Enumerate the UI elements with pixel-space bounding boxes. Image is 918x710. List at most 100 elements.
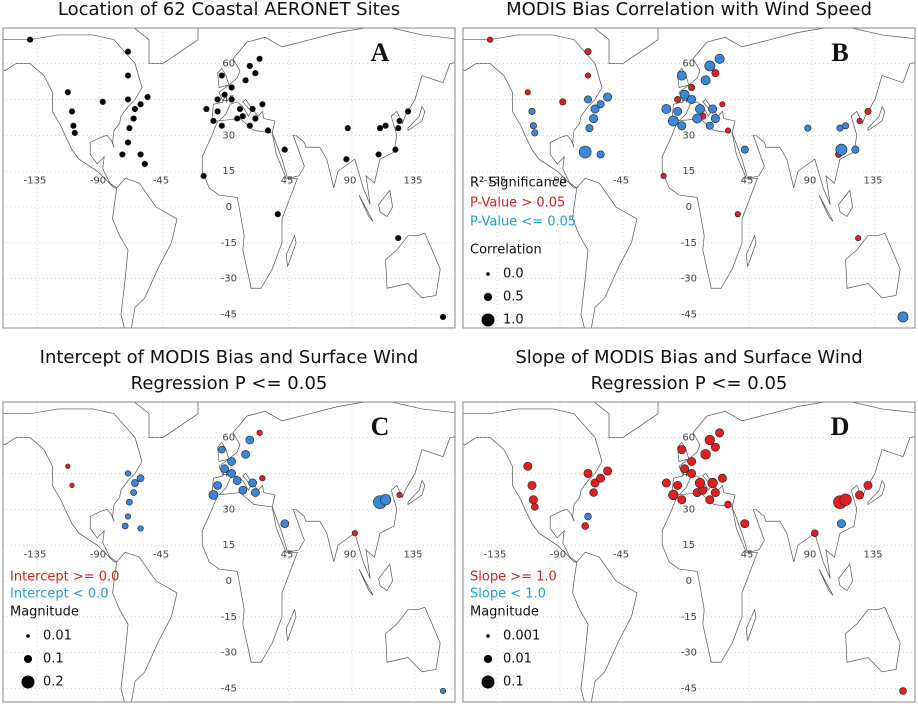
site-marker [864, 107, 872, 115]
site-marker [596, 150, 605, 159]
coastline [838, 189, 853, 218]
lon-tick-label: 135 [403, 176, 422, 187]
lon-tick-label: -45 [613, 550, 629, 561]
legend-heading: R² Significance [470, 176, 567, 191]
site-marker [523, 461, 533, 471]
site-marker [596, 473, 606, 483]
site-marker [126, 498, 133, 506]
coastline [845, 606, 901, 673]
site-marker [680, 464, 690, 474]
coastline [211, 28, 455, 205]
site-marker [241, 450, 250, 459]
site-marker [245, 435, 255, 445]
site-marker [382, 122, 389, 129]
coastline [378, 189, 393, 218]
coastline [211, 402, 455, 579]
lat-tick-label: 30 [222, 504, 235, 515]
site-marker [688, 83, 696, 92]
lat-tick-label: 60 [222, 433, 235, 444]
panel-title: MODIS Bias Correlation with Wind Speed [506, 0, 872, 20]
site-marker [200, 172, 207, 180]
lat-tick-label: -45 [221, 310, 237, 321]
lat-tick-label: 0 [686, 202, 692, 213]
coastline [133, 402, 199, 438]
lat-tick-label: 15 [222, 540, 235, 551]
site-marker [724, 127, 732, 134]
site-marker [130, 115, 137, 122]
site-marker [227, 457, 236, 466]
site-marker [897, 311, 909, 323]
site-marker [673, 480, 683, 490]
lon-tick-label: 45 [281, 176, 294, 187]
legend-size-marker [21, 675, 35, 689]
site-marker [228, 84, 235, 91]
map-panel: -135-90-454590135604530150-15-30-45A [2, 27, 456, 329]
lon-tick-label: 90 [344, 550, 357, 561]
site-marker [137, 101, 144, 108]
lat-tick-label: -45 [681, 684, 697, 695]
site-marker [584, 95, 592, 104]
site-marker [439, 687, 447, 695]
site-marker [121, 522, 129, 530]
site-marker [242, 77, 249, 84]
site-marker [660, 172, 667, 179]
site-marker [99, 98, 106, 105]
site-marker [131, 479, 139, 487]
coastline [818, 568, 834, 596]
lon-tick-label: -45 [153, 550, 169, 561]
site-marker [124, 513, 132, 520]
lon-tick-label: 45 [281, 550, 294, 561]
panel-border [462, 401, 916, 703]
lon-tick-label: 135 [863, 550, 882, 561]
site-marker [249, 105, 256, 113]
site-marker [65, 463, 71, 469]
panel-title: Slope of MODIS Bias and Surface Wind [515, 347, 862, 368]
coastline [845, 232, 901, 299]
site-marker [704, 60, 716, 72]
site-marker [252, 70, 259, 77]
site-marker [590, 104, 600, 114]
panel-title: Regression P <= 0.05 [591, 373, 788, 394]
site-marker [281, 146, 288, 153]
map: -135-90-454590135604530150-15-30-45 [3, 402, 455, 702]
lat-tick-label: 15 [682, 540, 695, 551]
site-marker [715, 428, 725, 438]
legend-entry: Slope < 1.0 [470, 587, 546, 602]
site-marker [137, 525, 144, 532]
site-marker [210, 117, 217, 125]
lat-tick-label: -45 [221, 684, 237, 695]
lat-tick-label: 60 [222, 59, 235, 70]
lat-tick-label: 30 [682, 504, 695, 515]
lat-tick-label: 0 [226, 576, 232, 587]
site-marker [256, 429, 263, 436]
site-marker [221, 91, 228, 98]
legend-entry: Intercept >= 0.0 [10, 570, 119, 585]
site-marker [246, 122, 253, 129]
site-marker [717, 473, 727, 483]
site-marker [585, 124, 594, 133]
site-marker [855, 490, 865, 500]
site-marker [396, 117, 403, 125]
legend-entry: Intercept < 0.0 [10, 587, 109, 602]
coastline [285, 234, 297, 267]
legend-size-label: 0.2 [43, 675, 64, 690]
site-marker [131, 105, 139, 113]
site-marker [375, 151, 382, 158]
coastline [385, 606, 441, 673]
coastline [133, 28, 199, 64]
lat-tick-label: -15 [221, 612, 237, 623]
site-marker [203, 105, 210, 113]
site-marker [71, 129, 78, 137]
legend-size-marker [481, 675, 495, 689]
site-marker [851, 145, 860, 154]
legend-size-title: Magnitude [470, 605, 539, 620]
lon-tick-label: -90 [90, 550, 106, 561]
lon-tick-label: -90 [550, 176, 566, 187]
site-marker [695, 104, 705, 114]
site-marker [668, 489, 679, 501]
site-marker [119, 151, 126, 158]
coastline [671, 28, 915, 205]
site-marker [705, 121, 714, 130]
site-marker [404, 108, 412, 115]
